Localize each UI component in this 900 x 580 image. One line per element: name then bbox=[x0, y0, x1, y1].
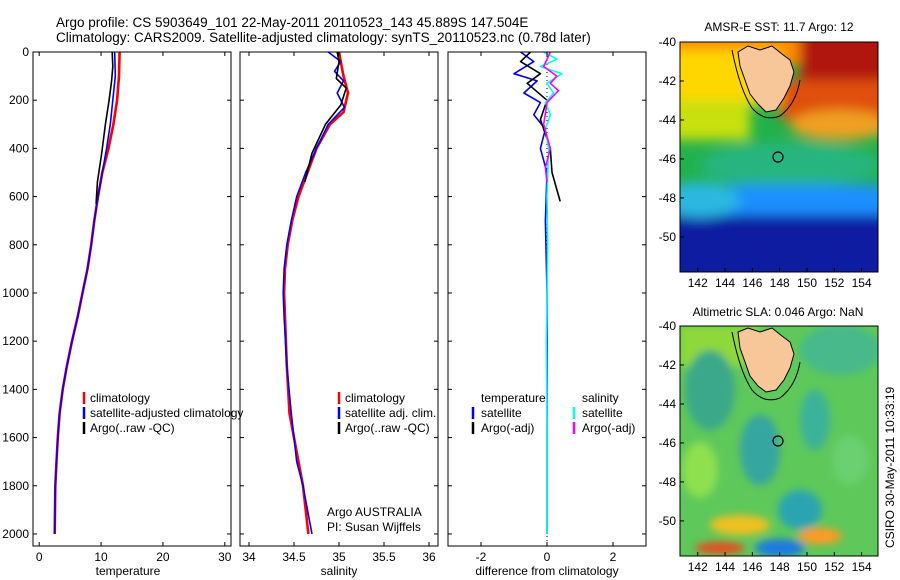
lon-tick-label: 152 bbox=[824, 276, 844, 290]
y-tick-label: 1600 bbox=[2, 431, 29, 445]
lon-tick-label: 150 bbox=[797, 276, 817, 290]
lon-tick-label: 148 bbox=[770, 560, 790, 574]
lon-tick-label: 144 bbox=[715, 560, 735, 574]
x-tick-label: 30 bbox=[218, 550, 232, 564]
salinity-xlabel: salinity bbox=[321, 564, 358, 578]
x-tick-label: 34.5 bbox=[282, 550, 306, 564]
y-tick-label: 200 bbox=[9, 93, 29, 107]
salinity-legend: climatology satellite adj. clim. Argo(..… bbox=[337, 391, 436, 435]
x-tick-label: 35.5 bbox=[372, 550, 396, 564]
sst-map-title: AMSR-E SST: 11.7 Argo: 12 bbox=[704, 20, 854, 34]
difference-legend: temperature satellite Argo(-adj) salinit… bbox=[471, 391, 635, 435]
sla-map-title: Altimetric SLA: 0.046 Argo: NaN bbox=[693, 305, 864, 319]
series-line-salinity-argo-adj- bbox=[542, 51, 560, 183]
x-tick-label: 36 bbox=[422, 550, 436, 564]
lon-tick-label: 154 bbox=[852, 560, 872, 574]
legend-label: climatology bbox=[90, 391, 150, 405]
series-line-argo-raw-qc- bbox=[304, 51, 348, 183]
lat-tick-label: -50 bbox=[659, 230, 677, 244]
annotation-pi: PI: Susan Wijffels bbox=[327, 520, 421, 534]
sla-map: Altimetric SLA: 0.046 Argo: NaN bbox=[659, 305, 879, 574]
temperature-axes-box bbox=[32, 51, 232, 547]
legend-title-salinity: salinity bbox=[582, 391, 619, 405]
lat-tick-label: -46 bbox=[659, 436, 677, 450]
lat-tick-label: -48 bbox=[659, 191, 677, 205]
y-tick-label: 1000 bbox=[2, 286, 29, 300]
lon-tick-label: 142 bbox=[688, 560, 708, 574]
y-tick-label: 2000 bbox=[2, 527, 29, 541]
x-tick-label: -2 bbox=[476, 550, 487, 564]
lat-tick-label: -42 bbox=[659, 74, 677, 88]
x-tick-label: 10 bbox=[94, 550, 108, 564]
lon-tick-label: 150 bbox=[797, 560, 817, 574]
lat-tick-label: -46 bbox=[659, 152, 677, 166]
y-tick-label: 1800 bbox=[2, 479, 29, 493]
salinity-panel: 34 34.5 35 35.5 36 salinity climatology sate… bbox=[239, 51, 439, 578]
lon-tick-label: 152 bbox=[824, 560, 844, 574]
sst-map-box bbox=[679, 41, 879, 273]
temperature-xlabel: temperature bbox=[96, 564, 161, 578]
legend-title-temperature: temperature bbox=[481, 391, 546, 405]
series-line-argo-raw-qc- bbox=[95, 51, 114, 204]
series-line-climatology bbox=[282, 51, 350, 535]
x-tick-label: 34 bbox=[242, 550, 256, 564]
legend-label: climatology bbox=[345, 391, 405, 405]
series-line-satellite-adjusted-climatology bbox=[53, 51, 117, 535]
x-tick-label: 35 bbox=[332, 550, 346, 564]
lon-tick-label: 146 bbox=[742, 276, 762, 290]
legend-label: Argo(..raw -QC) bbox=[345, 421, 430, 435]
lon-tick-label: 142 bbox=[688, 276, 708, 290]
tasmania-land bbox=[737, 327, 795, 393]
shelf-contour bbox=[731, 331, 801, 401]
lon-tick-label: 154 bbox=[852, 276, 872, 290]
x-tick-label: 0 bbox=[544, 550, 551, 564]
legend-label: Argo(-adj) bbox=[481, 421, 534, 435]
lat-tick-label: -50 bbox=[659, 514, 677, 528]
credit-label: CSIRO 30-May-2011 10:33:19 bbox=[883, 386, 897, 548]
header-line-2: Climatology: CARS2009. Satellite-adjuste… bbox=[56, 30, 591, 45]
y-tick-label: 400 bbox=[9, 141, 29, 155]
difference-panel: -2 0 2 difference from climatology tempera… bbox=[447, 51, 647, 578]
lat-tick-label: -44 bbox=[659, 397, 677, 411]
annotation-argo-australia: Argo AUSTRALIA bbox=[327, 505, 422, 519]
lat-tick-label: -40 bbox=[659, 35, 677, 49]
x-tick-label: 0 bbox=[36, 550, 43, 564]
y-tick-label: 600 bbox=[9, 190, 29, 204]
lat-tick-label: -40 bbox=[659, 319, 677, 333]
lat-tick-label: -42 bbox=[659, 358, 677, 372]
lon-tick-label: 148 bbox=[770, 276, 790, 290]
series-line-satellite-adj-clim- bbox=[282, 51, 346, 535]
legend-label: satellite bbox=[481, 406, 522, 420]
argo-float-marker bbox=[772, 435, 784, 447]
salinity-axes-box bbox=[239, 51, 439, 547]
y-tick-label: 1200 bbox=[2, 334, 29, 348]
lat-tick-label: -48 bbox=[659, 475, 677, 489]
tasmania-land bbox=[737, 45, 795, 113]
legend-label: Argo(..raw -QC) bbox=[90, 421, 175, 435]
difference-xlabel: difference from climatology bbox=[475, 564, 618, 578]
lon-tick-label: 144 bbox=[715, 276, 735, 290]
header-line-1: Argo profile: CS 5903649_101 22-May-2011… bbox=[56, 15, 529, 30]
sst-map: AMSR-E SST: 11.7 Argo: 12 -40 -42 -44 -46 -4… bbox=[659, 20, 879, 290]
y-tick-label: 0 bbox=[22, 45, 29, 59]
y-tick-label: 800 bbox=[9, 238, 29, 252]
lon-tick-label: 146 bbox=[742, 560, 762, 574]
argo-float-marker bbox=[772, 151, 784, 163]
x-tick-label: 20 bbox=[156, 550, 170, 564]
lat-tick-label: -44 bbox=[659, 113, 677, 127]
sla-map-box bbox=[679, 325, 879, 557]
legend-label: satellite adj. clim. bbox=[345, 406, 436, 420]
legend-label: satellite-adjusted climatology bbox=[90, 406, 243, 420]
x-tick-label: 2 bbox=[610, 550, 617, 564]
legend-label: satellite bbox=[582, 406, 623, 420]
shelf-contour bbox=[731, 49, 801, 119]
temperature-panel: 0 200 400 600 800 1000 1200 1400 1600 1800 2000 0 1… bbox=[2, 45, 243, 578]
temperature-legend: climatology satellite-adjusted climatolo… bbox=[82, 391, 243, 435]
legend-label: Argo(-adj) bbox=[582, 421, 635, 435]
y-tick-label: 1400 bbox=[2, 382, 29, 396]
